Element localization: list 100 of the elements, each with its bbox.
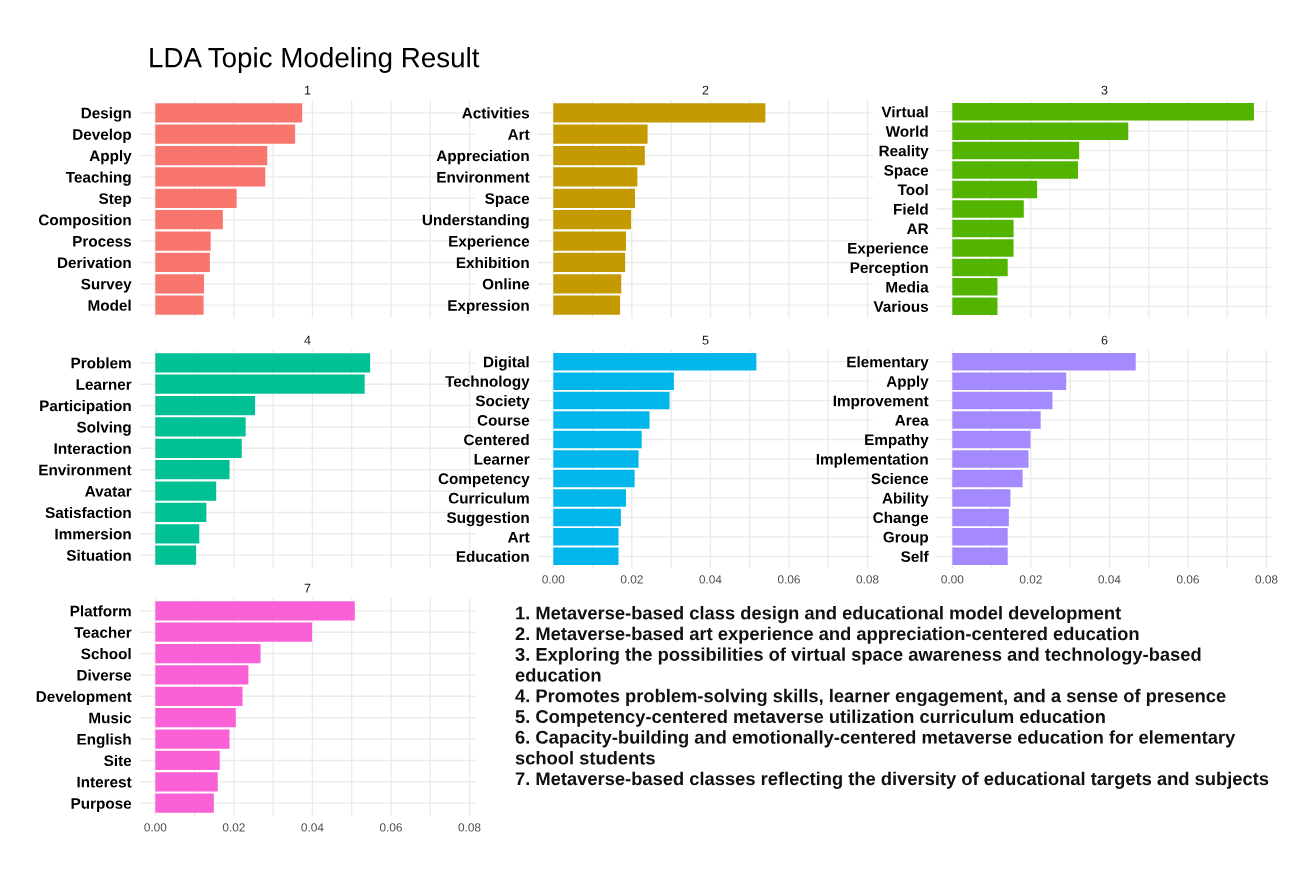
y-tick-label: Education — [456, 550, 529, 563]
bar — [155, 665, 249, 685]
bar — [155, 793, 214, 813]
y-tick-label: Site — [104, 754, 132, 767]
bar — [952, 391, 1053, 410]
bar — [952, 102, 1254, 121]
bar — [155, 524, 200, 544]
bar — [553, 231, 626, 251]
y-tick-label: Participation — [40, 400, 131, 415]
bar — [155, 750, 220, 771]
y-tick-label: Ability — [882, 492, 929, 507]
y-tick-label: Appreciation — [436, 150, 529, 165]
bar — [952, 352, 1136, 371]
bar — [155, 374, 365, 394]
bar — [155, 252, 210, 273]
bar — [155, 502, 207, 523]
bar — [952, 450, 1029, 468]
bar — [952, 430, 1031, 449]
bar — [155, 124, 296, 144]
y-tick-label: Experience — [449, 235, 530, 250]
bar — [952, 180, 1038, 199]
y-tick-label: Process — [73, 236, 132, 247]
bar — [553, 391, 670, 410]
bar — [553, 469, 635, 488]
y-tick-label: Learner — [76, 379, 132, 390]
y-tick-label: Platform — [70, 605, 131, 617]
bar — [155, 188, 237, 208]
bar — [553, 450, 639, 468]
text: LDA Topic Modeling Result — [150, 47, 480, 73]
chart-title: 3 — [1101, 85, 1108, 95]
y-tick-label: Change — [873, 511, 929, 527]
chart-title: 4 — [304, 335, 311, 345]
y-tick-label: Interaction — [54, 442, 131, 454]
chart-title: 1 — [304, 85, 311, 95]
y-tick-label: Art — [507, 531, 530, 543]
x-tick-label: 0.02 — [1019, 575, 1042, 584]
bar — [155, 145, 268, 166]
y-tick-label: Centered — [464, 434, 529, 446]
text: 4. Promotes problem-solving skills, learner engagement, and a sense of presence — [515, 688, 1226, 707]
bar — [155, 643, 261, 664]
y-tick-label: Teaching — [65, 171, 131, 186]
y-tick-label: Problem — [71, 357, 131, 369]
y-tick-label: Develop — [73, 128, 132, 143]
bar — [553, 124, 648, 144]
y-tick-label: Implementation — [816, 453, 928, 468]
x-tick-label: 0.02 — [222, 823, 245, 832]
bar — [553, 430, 642, 449]
y-tick-label: Tool — [897, 184, 928, 196]
bar — [155, 353, 371, 373]
x-tick-label: 0.06 — [1176, 575, 1199, 584]
bar — [155, 772, 218, 792]
y-tick-label: Course — [477, 414, 530, 426]
bar — [155, 103, 303, 123]
y-tick-label: Design — [81, 107, 131, 122]
bar — [155, 438, 242, 458]
y-tick-label: Immersion — [55, 528, 131, 540]
bar — [155, 210, 223, 230]
bar — [952, 200, 1024, 218]
bar — [155, 460, 230, 480]
x-tick-label: 0.02 — [620, 575, 643, 584]
bar — [553, 411, 650, 429]
y-tick-label: Solving — [76, 421, 131, 436]
y-tick-label: Learner — [474, 454, 530, 465]
y-tick-label: Teacher — [74, 626, 132, 638]
y-tick-label: Development — [36, 690, 132, 706]
bar — [952, 489, 1011, 507]
bar — [553, 372, 674, 390]
bar — [155, 295, 204, 315]
y-tick-label: Curriculum — [448, 492, 529, 504]
y-tick-label: Apply — [886, 375, 929, 390]
chart-title: 7 — [304, 583, 311, 593]
bar — [952, 239, 1014, 257]
y-tick-label: Science — [871, 472, 929, 485]
bar — [155, 708, 236, 728]
y-tick-label: Group — [883, 531, 929, 546]
bar — [155, 729, 230, 749]
chart-title: 2 — [702, 85, 709, 95]
y-tick-label: School — [81, 648, 131, 660]
x-tick-label: 0.08 — [856, 575, 879, 584]
bar — [952, 508, 1009, 527]
y-tick-label: Online — [482, 278, 530, 290]
bar — [553, 188, 635, 208]
text: 5. Competency-centered metaverse utilization curriculum education — [515, 709, 1105, 727]
y-tick-label: Elementary — [847, 356, 929, 371]
y-tick-label: Activities — [462, 107, 530, 119]
y-tick-label: Society — [475, 395, 530, 410]
bar — [155, 274, 205, 294]
bar — [553, 547, 619, 566]
bar — [553, 145, 645, 166]
x-tick-label: 0.00 — [542, 575, 565, 584]
bar — [952, 547, 1008, 566]
y-tick-label: Exhibition — [456, 256, 529, 269]
y-tick-label: Purpose — [71, 798, 132, 812]
bar — [155, 231, 211, 251]
bar — [155, 167, 266, 187]
text: 1. Metaverse-based class design and educational model development — [516, 606, 1121, 624]
y-tick-label: Competency — [438, 473, 530, 488]
bar — [952, 161, 1078, 179]
bar — [155, 686, 243, 706]
bar — [952, 141, 1080, 160]
